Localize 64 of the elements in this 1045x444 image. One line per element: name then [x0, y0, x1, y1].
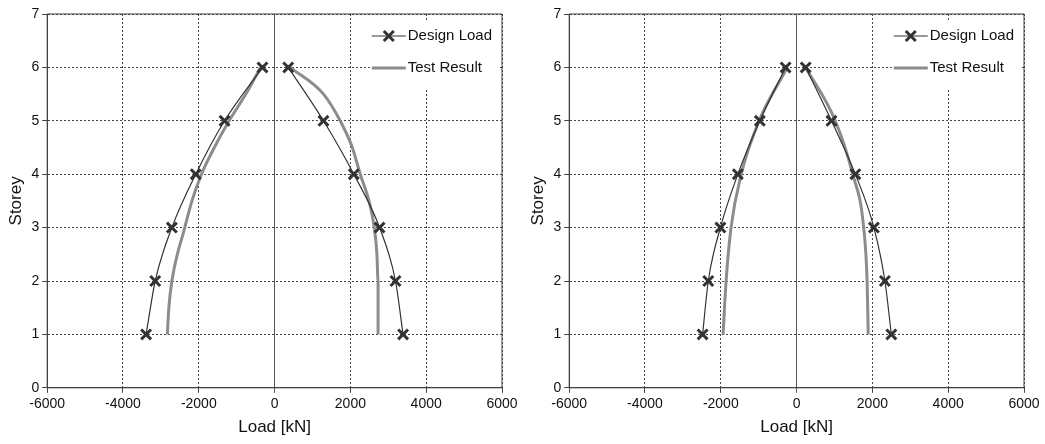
point	[373, 221, 387, 235]
x-axis-title: Load [kN]	[760, 417, 833, 437]
point	[867, 221, 881, 235]
y-axis-title: Storey	[5, 175, 25, 226]
y-tick-label: 6	[553, 58, 562, 75]
y-tick-label: 2	[31, 271, 40, 288]
x-tick-label: 2000	[334, 395, 367, 412]
x-tick-label: -4000	[627, 395, 664, 412]
point	[256, 60, 269, 74]
y-tick-label: 3	[31, 218, 40, 235]
y-tick-label: 5	[31, 111, 40, 128]
point	[884, 327, 898, 341]
y-tick-label: 5	[553, 111, 562, 128]
y-axis-title: Storey	[527, 175, 547, 226]
point	[713, 221, 727, 235]
legend-label: Design Load	[407, 26, 493, 44]
x-tick-label: -2000	[702, 395, 739, 412]
y-tick-label: 3	[553, 218, 562, 235]
line-series	[288, 65, 380, 336]
legend-label: Design Load	[929, 26, 1015, 44]
point	[389, 274, 402, 288]
point	[317, 114, 330, 128]
y-tick-label: 1	[31, 325, 40, 342]
y-tick-label: 7	[553, 4, 562, 21]
x-tick-label: -6000	[29, 395, 66, 412]
point	[189, 167, 203, 181]
y-tick-label: 1	[553, 325, 562, 342]
point	[731, 167, 745, 181]
point	[347, 167, 361, 181]
point	[779, 60, 793, 74]
x-tick-label: 2000	[856, 395, 889, 412]
y-tick-label: 0	[553, 378, 562, 395]
point	[165, 221, 179, 235]
x-tick-label: -6000	[551, 395, 588, 412]
x-tick-label: 0	[270, 395, 279, 412]
point	[696, 327, 710, 341]
y-tick-label: 2	[553, 271, 562, 288]
x-tick-label: 0	[792, 395, 801, 412]
point	[701, 274, 715, 288]
point	[825, 114, 838, 128]
point	[218, 114, 232, 128]
point	[753, 114, 767, 128]
y-tick-label: 0	[31, 378, 40, 395]
line-series	[165, 65, 263, 336]
legend-label: Test Result	[407, 58, 483, 76]
point	[799, 60, 813, 74]
legend-label: Test Result	[929, 58, 1005, 76]
y-tick-label: 4	[31, 165, 40, 182]
point	[281, 60, 295, 74]
x-tick-label: 6000	[486, 395, 518, 412]
x-axis-title: Load [kN]	[238, 417, 311, 437]
x-tick-label: -2000	[180, 395, 217, 412]
point	[396, 327, 410, 341]
x-tick-label: -4000	[105, 395, 142, 412]
point	[848, 167, 862, 181]
x-tick-label: 6000	[1008, 395, 1040, 412]
x-tick-label: 4000	[932, 395, 964, 412]
point	[878, 274, 892, 288]
y-tick-label: 7	[31, 4, 40, 21]
y-tick-label: 6	[31, 58, 40, 75]
x-tick-label: 4000	[410, 395, 442, 412]
point	[139, 327, 153, 341]
point	[148, 274, 162, 288]
y-tick-label: 4	[553, 165, 562, 182]
